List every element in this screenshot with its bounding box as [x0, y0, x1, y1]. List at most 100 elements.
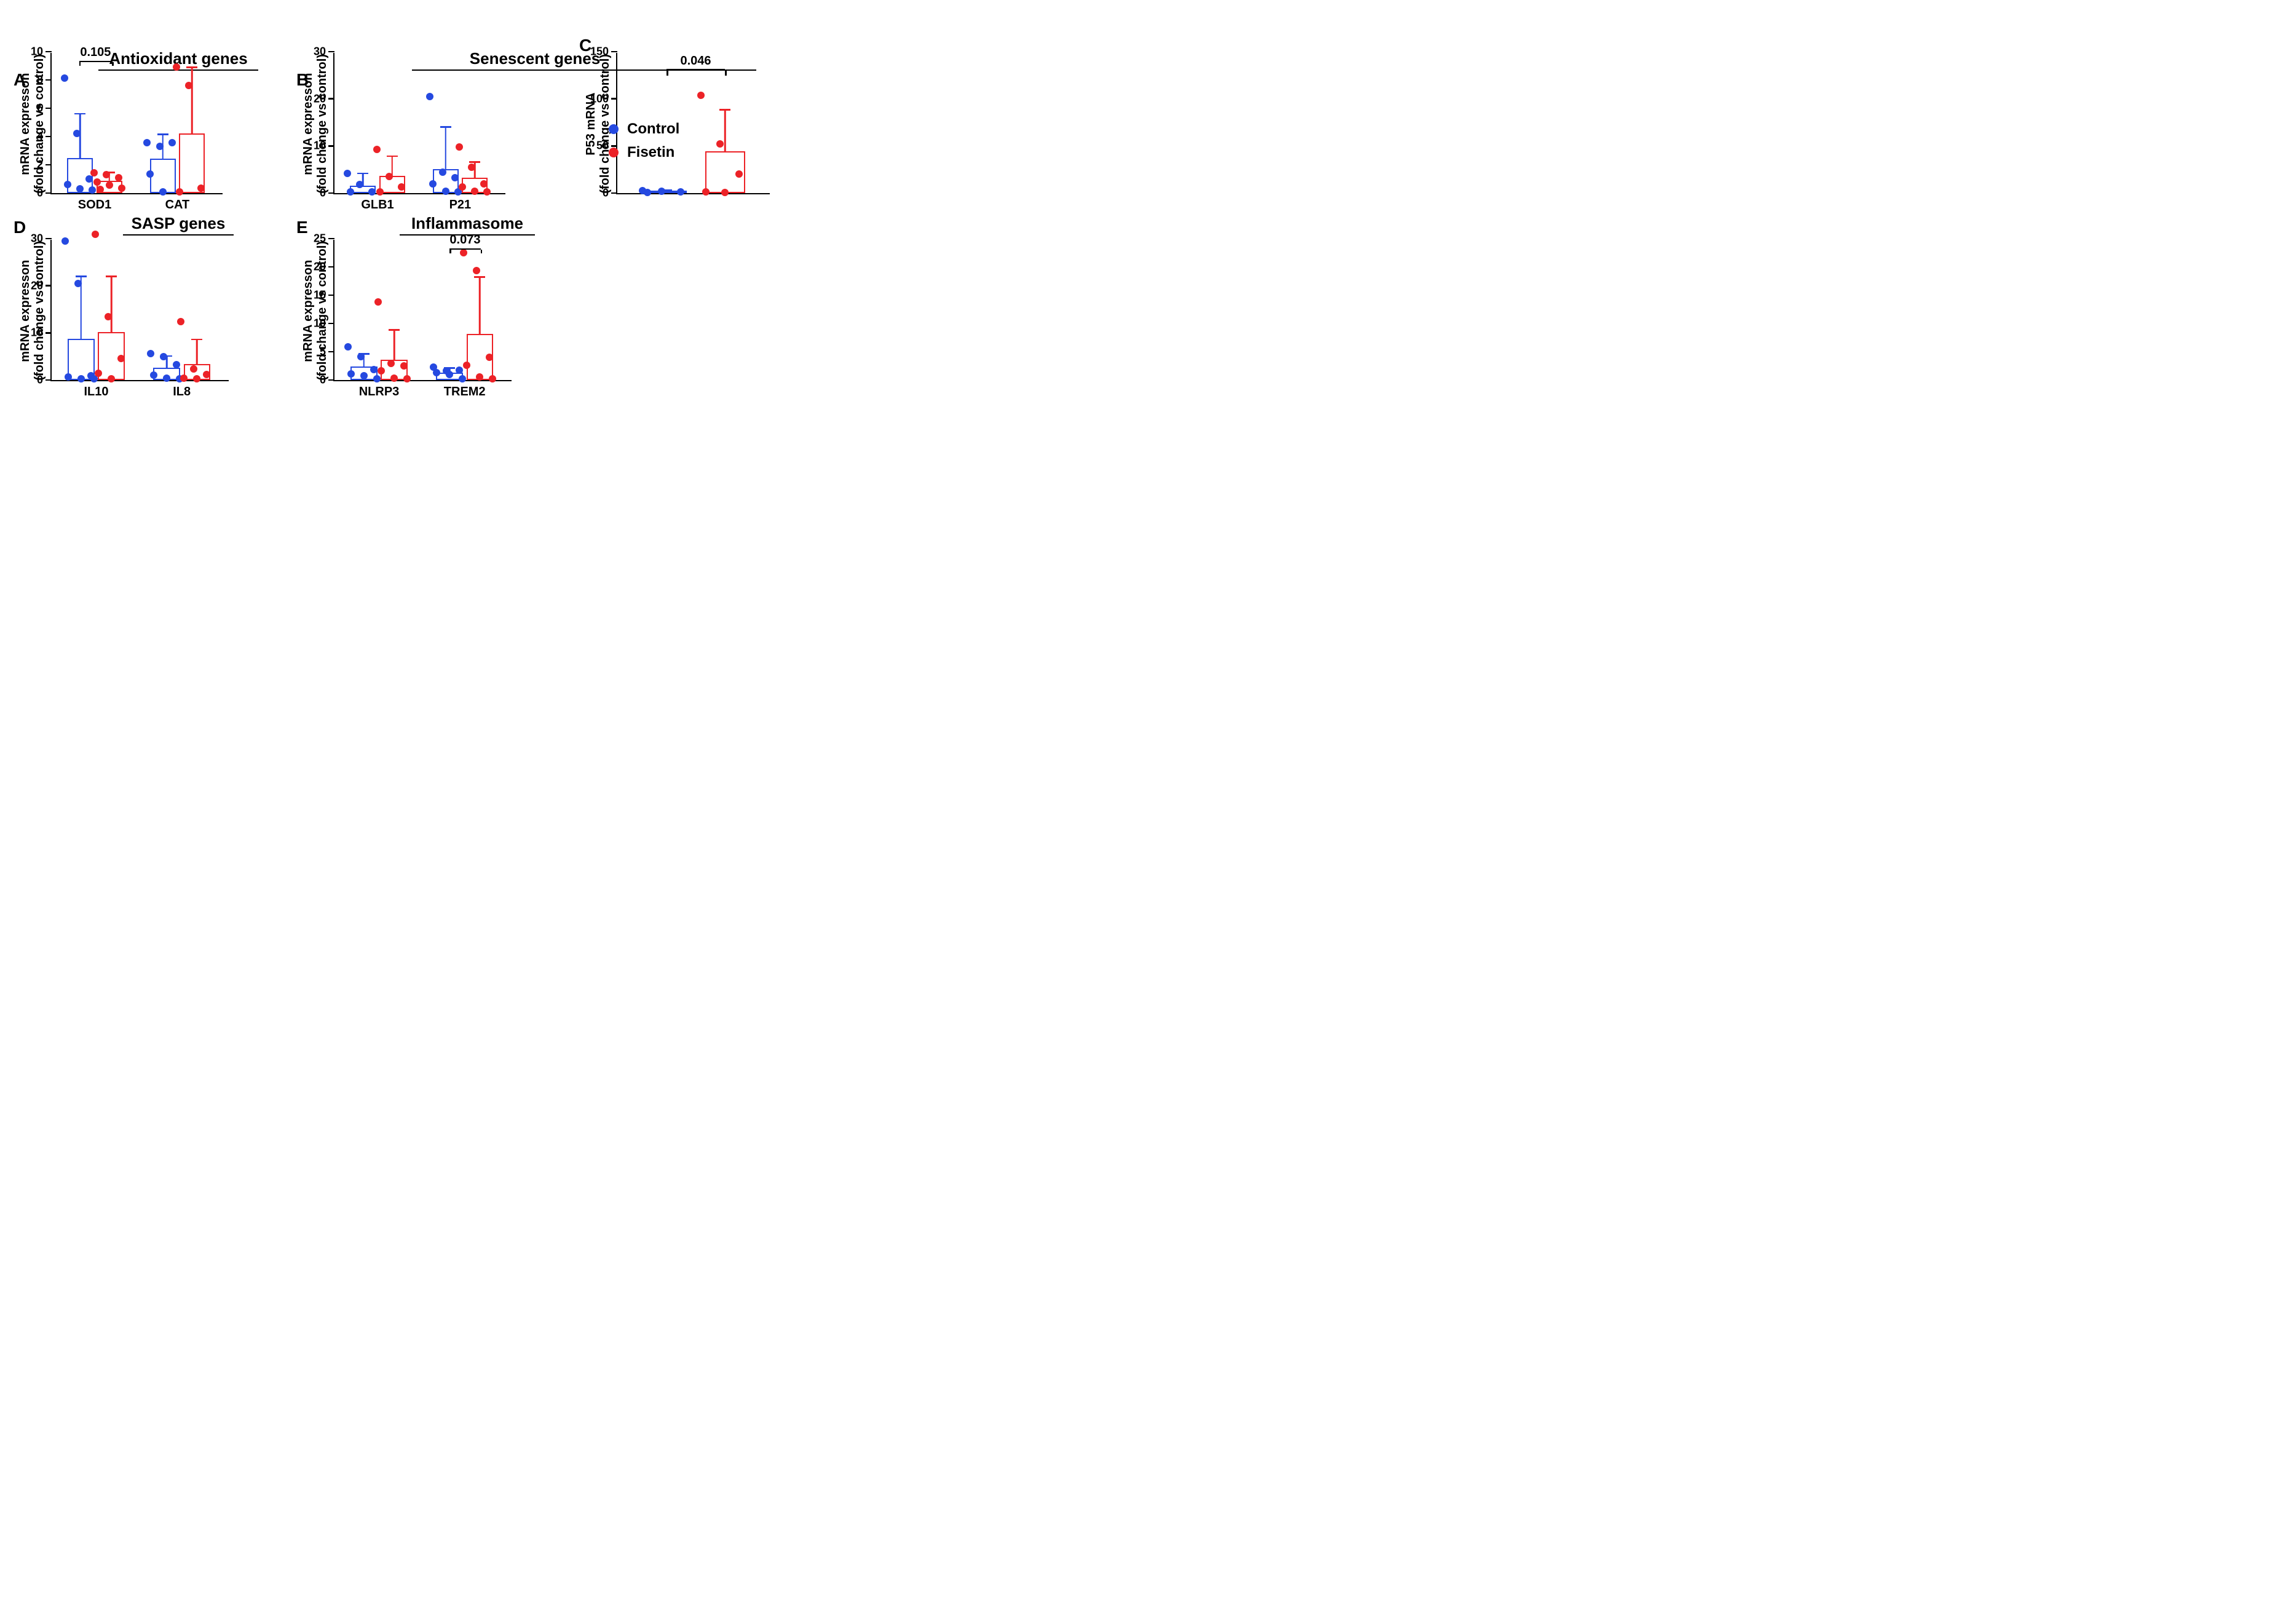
y-tick-label: 20	[31, 279, 43, 292]
data-point	[489, 375, 496, 382]
y-tick-label: 6	[37, 102, 43, 115]
error-cap	[357, 173, 368, 175]
data-point	[64, 181, 71, 188]
section-title-sasp: SASP genes	[117, 214, 240, 236]
y-tick-label: 20	[314, 92, 326, 105]
legend: Control Fisetin	[609, 121, 679, 167]
y-tick-label: 100	[590, 92, 609, 105]
data-point	[360, 372, 368, 379]
error-bar	[479, 277, 481, 334]
y-tick	[328, 351, 334, 353]
error-bar	[196, 339, 198, 364]
data-point	[347, 370, 355, 378]
y-tick-label: 0	[320, 374, 326, 387]
data-point	[433, 369, 440, 376]
data-point	[373, 146, 381, 153]
error-cap	[440, 126, 451, 128]
x-tick-label: GLB1	[361, 198, 394, 212]
y-tick-label: 10	[314, 317, 326, 330]
y-tick	[45, 136, 52, 138]
error-bar	[445, 127, 446, 169]
error-cap	[74, 113, 85, 115]
data-point	[378, 367, 385, 374]
pvalue-label: 0.046	[680, 54, 711, 68]
data-point	[344, 343, 352, 351]
error-cap	[186, 66, 197, 68]
ylabel-d: mRNA expresson(fold change vs control)	[18, 241, 47, 381]
y-tick	[45, 238, 52, 240]
data-point	[73, 130, 81, 137]
y-tick-label: 0	[603, 187, 609, 200]
data-point	[344, 170, 351, 177]
pvalue-bracket-tick	[449, 250, 451, 253]
legend-item-fisetin: Fisetin	[609, 144, 679, 161]
data-point	[446, 371, 453, 378]
legend-dot-control	[609, 124, 619, 134]
data-point	[442, 188, 449, 195]
data-point	[146, 170, 154, 178]
y-tick	[328, 51, 334, 53]
data-point	[177, 318, 184, 325]
data-point	[197, 184, 205, 192]
data-point	[702, 188, 710, 196]
y-tick	[45, 79, 52, 81]
data-point	[459, 375, 466, 382]
y-tick-label: 30	[31, 232, 43, 245]
y-tick-label: 2	[37, 159, 43, 172]
panel-e: E Inflammasome mRNA expresson(fold chang…	[301, 219, 566, 381]
data-point	[173, 63, 180, 71]
y-tick-label: 10	[314, 140, 326, 152]
data-point	[463, 362, 470, 369]
data-point	[95, 370, 102, 377]
error-cap	[719, 109, 730, 111]
data-point	[159, 188, 167, 196]
plot-a: 0246810SOD1CAT0.105	[50, 53, 223, 194]
figure-root: Antioxidant genes Senescent genes A mRNA…	[18, 53, 879, 381]
y-tick-label: 150	[590, 46, 609, 58]
y-tick	[45, 51, 52, 53]
y-tick	[328, 98, 334, 100]
x-tick-label: SOD1	[78, 198, 111, 212]
data-point	[160, 353, 167, 360]
x-tick-label: P21	[449, 198, 472, 212]
y-tick	[45, 379, 52, 381]
pvalue-bracket-tick	[481, 250, 483, 253]
plot-b: 0102030GLB1P21	[333, 53, 505, 194]
error-bar	[724, 109, 726, 151]
data-point	[115, 174, 122, 181]
error-cap	[474, 276, 485, 278]
y-tick	[328, 266, 334, 268]
data-point	[429, 180, 437, 188]
error-bar	[191, 67, 193, 133]
data-point	[180, 374, 188, 382]
pvalue-label: 0.073	[449, 233, 480, 247]
data-point	[61, 237, 69, 245]
data-point	[400, 362, 408, 370]
y-tick	[611, 98, 617, 100]
section-title-inflammasome: Inflammasome	[394, 214, 541, 236]
data-point	[103, 171, 110, 178]
plot-e: 0510152025NLRP3TREM20.073	[333, 240, 512, 381]
data-point	[150, 371, 157, 379]
data-point	[677, 188, 684, 196]
y-tick	[328, 295, 334, 296]
data-point	[106, 181, 113, 189]
y-tick-label: 4	[37, 130, 43, 143]
data-point	[176, 188, 183, 196]
data-point	[374, 298, 382, 306]
data-point	[190, 365, 197, 373]
data-point	[61, 74, 68, 82]
section-title-sasp-text: SASP genes	[132, 214, 226, 232]
data-point	[398, 183, 405, 191]
error-bar	[394, 330, 395, 360]
error-cap	[469, 161, 480, 163]
pvalue-label: 0.105	[80, 46, 111, 60]
error-cap	[389, 329, 400, 331]
error-cap	[387, 156, 398, 157]
y-tick-label: 8	[37, 74, 43, 87]
legend-item-control: Control	[609, 121, 679, 138]
data-point	[74, 280, 82, 287]
pvalue-bracket	[449, 248, 481, 250]
x-tick-label: TREM2	[444, 385, 486, 399]
data-point	[735, 170, 743, 178]
